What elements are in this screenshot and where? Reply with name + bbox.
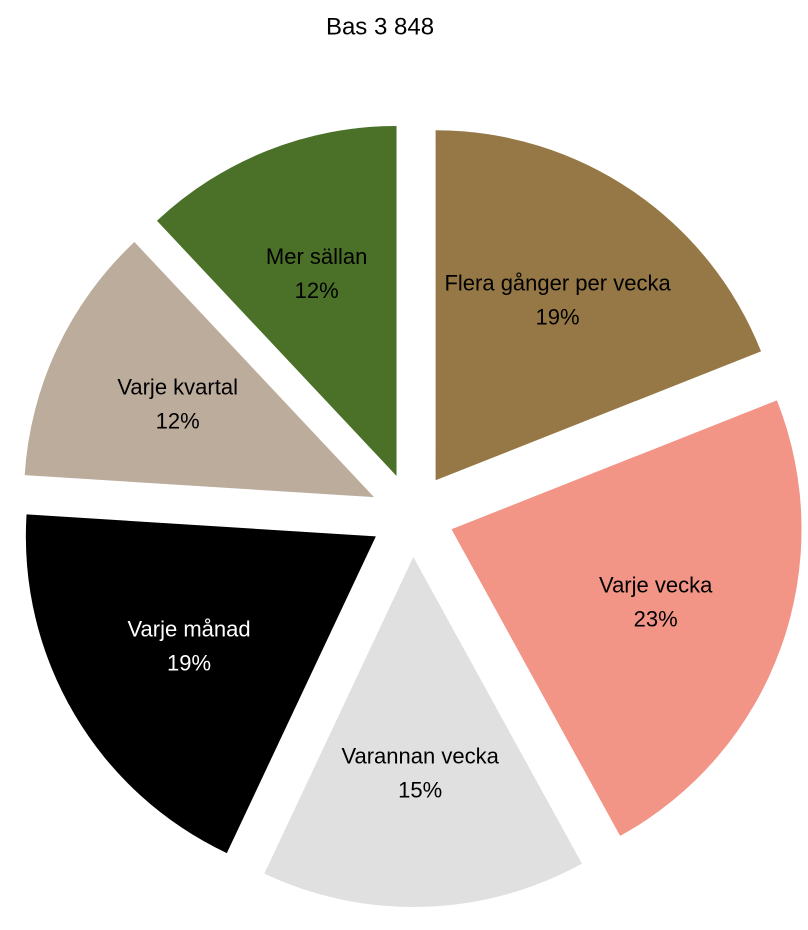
value-label: 12% [156,409,200,434]
pie-slice [24,241,374,498]
slice-label: Varje månad [128,617,251,642]
value-label: 19% [536,305,580,330]
slice-label: Varje vecka [599,573,713,598]
pie-slice [156,125,397,476]
slice-label: Varje kvartal [117,375,238,400]
pie-slice [451,400,802,836]
chart-title: Bas 3 848 [326,13,434,40]
value-label: 12% [295,278,339,303]
slice-label: Varannan vecka [341,744,499,769]
slice-label: Flera gånger per vecka [444,271,671,296]
value-label: 19% [167,651,211,676]
pie-slice [435,130,762,481]
slice-label: Mer sällan [266,244,367,269]
pie-slice [264,556,582,907]
value-label: 15% [398,778,442,803]
pie-slice [25,514,376,854]
value-label: 23% [634,607,678,632]
